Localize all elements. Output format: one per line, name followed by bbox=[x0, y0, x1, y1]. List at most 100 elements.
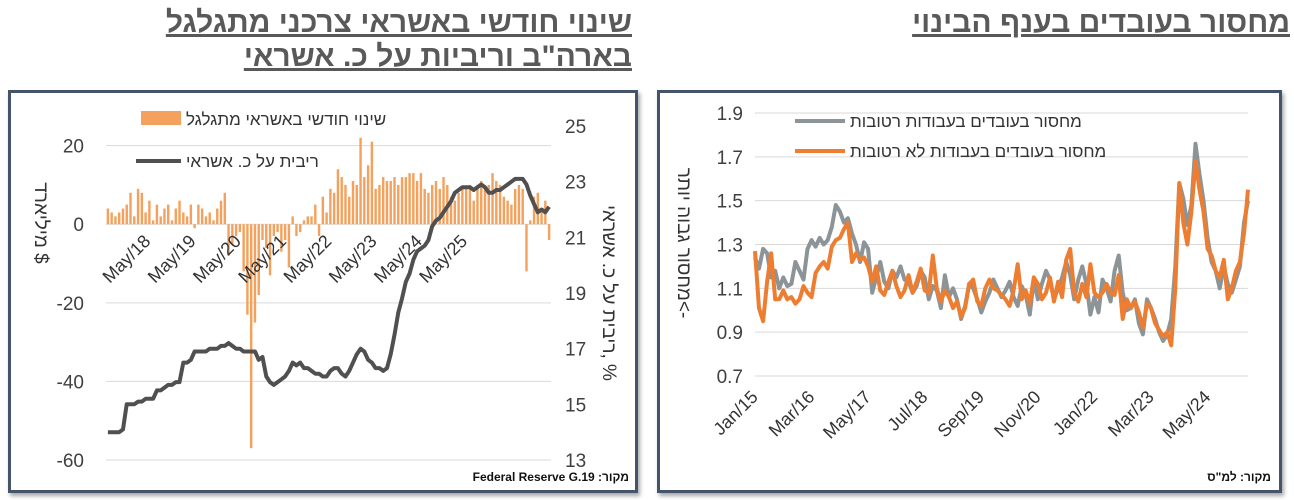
x-axis-tick-label: Sep/19 bbox=[934, 387, 988, 441]
credit-change-bar bbox=[325, 212, 328, 225]
credit-change-bar bbox=[114, 216, 117, 225]
credit-change-bar bbox=[547, 224, 551, 240]
credit-change-bar bbox=[491, 173, 494, 225]
credit-change-bar bbox=[529, 220, 532, 225]
credit-change-bar bbox=[370, 141, 374, 225]
credit-change-bar bbox=[397, 184, 400, 225]
source-federal-reserve: מקור: Federal Reserve G.19 bbox=[472, 470, 629, 484]
x-axis-tick-label: Mar/16 bbox=[765, 387, 819, 441]
credit-change-bar bbox=[457, 192, 460, 225]
y-axis-title: מחסור גבוה יותר<- bbox=[673, 168, 694, 319]
credit-change-bar bbox=[276, 224, 279, 233]
credit-change-bar bbox=[136, 188, 140, 225]
y-axis-tick-label: 1.9 bbox=[717, 104, 743, 125]
title-line-1: שינוי חודשי באשראי צרכני מתגלגל bbox=[165, 6, 632, 39]
credit-change-bar bbox=[378, 184, 381, 225]
left-axis-tick-label: -60 bbox=[57, 451, 84, 472]
legend-label-bars: שינוי חודשי באשראי מתגלגל bbox=[186, 110, 386, 129]
credit-change-bar bbox=[476, 184, 479, 225]
credit-change-bar bbox=[366, 165, 370, 225]
credit-change-bar bbox=[185, 216, 189, 225]
legend-swatch-bars bbox=[141, 111, 181, 125]
right-axis-tick-label: 25 bbox=[565, 117, 586, 138]
credit-change-bar bbox=[317, 224, 321, 237]
credit-change-bar bbox=[268, 224, 272, 276]
left-axis-tick-label: 0 bbox=[73, 215, 84, 236]
x-axis-tick-label: Jul/18 bbox=[883, 387, 931, 435]
credit-change-bar bbox=[453, 200, 457, 225]
credit-change-bar bbox=[498, 184, 502, 225]
credit-change-bar bbox=[336, 169, 340, 225]
chart-title-consumer-credit: שינוי חודשי באשראי צרכני מתגלגל בארה"ב ו… bbox=[20, 6, 632, 73]
credit-change-bar bbox=[193, 224, 196, 229]
y-axis-tick-label: 1.5 bbox=[717, 192, 743, 213]
chart-title-construction-shortage: מחסור בעובדים בענף הבינוי bbox=[912, 6, 1290, 39]
credit-chart: 200-20-40-6025232119171513May/18May/19Ma… bbox=[30, 110, 619, 472]
interest-rate-line bbox=[107, 176, 551, 435]
credit-change-bar bbox=[200, 208, 204, 225]
credit-change-bar bbox=[261, 224, 264, 240]
credit-change-bar bbox=[287, 224, 291, 268]
x-axis-tick-label: May/24 bbox=[1159, 387, 1215, 443]
x-axis-tick-label: May/23 bbox=[325, 231, 381, 287]
credit-change-bar bbox=[487, 184, 490, 225]
credit-change-bar bbox=[464, 188, 468, 225]
left-axis-tick-label: 20 bbox=[63, 137, 84, 158]
dry-works-shortage-line bbox=[753, 159, 1250, 348]
credit-change-bar bbox=[238, 224, 242, 233]
credit-change-bar bbox=[117, 212, 121, 225]
credit-change-bar bbox=[249, 224, 253, 449]
credit-change-bar bbox=[438, 188, 441, 225]
credit-change-bar bbox=[231, 224, 234, 244]
right-axis-title: ריבית על כ. אשראי, % bbox=[598, 205, 619, 381]
source-cbs: מקור: למ"ס bbox=[1207, 470, 1271, 484]
credit-change-bar bbox=[517, 184, 521, 225]
x-axis-tick-label: May/25 bbox=[415, 231, 471, 287]
x-axis-tick-label: Nov/20 bbox=[990, 387, 1044, 441]
credit-change-bar bbox=[291, 216, 294, 225]
credit-change-bar bbox=[178, 200, 181, 225]
credit-change-bar bbox=[227, 224, 230, 256]
credit-change-bar bbox=[140, 192, 144, 225]
credit-change-bar bbox=[208, 212, 211, 225]
credit-change-bar bbox=[167, 204, 170, 225]
credit-change-bar bbox=[295, 224, 298, 237]
x-axis-tick-label: Jan/15 bbox=[709, 387, 761, 439]
y-axis-tick-label: 1.3 bbox=[717, 236, 743, 257]
credit-change-bar bbox=[385, 181, 389, 225]
credit-change-bar bbox=[299, 224, 302, 233]
credit-change-bar bbox=[355, 184, 358, 225]
y-axis-tick-label: 1.1 bbox=[717, 279, 743, 300]
right-axis-tick-label: 15 bbox=[565, 395, 586, 416]
credit-change-bar bbox=[348, 196, 351, 225]
credit-change-bar bbox=[265, 224, 268, 248]
credit-change-bar bbox=[400, 177, 404, 225]
credit-change-bar bbox=[408, 173, 411, 225]
credit-change-bar bbox=[423, 188, 426, 225]
x-axis-tick-label: Jan/22 bbox=[1049, 387, 1101, 439]
credit-change-bar bbox=[321, 196, 325, 225]
credit-change-bar bbox=[182, 212, 185, 225]
credit-change-bar bbox=[219, 200, 223, 225]
right-axis-tick-label: 23 bbox=[565, 173, 586, 194]
credit-change-bar bbox=[242, 224, 245, 272]
credit-change-bar bbox=[480, 181, 483, 225]
credit-change-bar bbox=[212, 220, 215, 225]
title-line-2: בארה"ב וריביות על כ. אשראי bbox=[243, 39, 632, 73]
x-axis-tick-label: Mar/23 bbox=[1104, 387, 1158, 441]
credit-change-bar bbox=[344, 184, 347, 225]
credit-change-bar bbox=[283, 224, 287, 240]
credit-change-bar bbox=[472, 200, 475, 225]
right-axis-tick-label: 13 bbox=[565, 451, 586, 472]
credit-change-bar bbox=[329, 188, 332, 225]
credit-change-bar bbox=[170, 220, 174, 225]
credit-change-bar bbox=[253, 224, 257, 323]
credit-change-bar bbox=[310, 216, 313, 225]
credit-change-bar bbox=[449, 196, 453, 225]
credit-change-bar bbox=[106, 208, 110, 225]
credit-change-bar bbox=[415, 181, 419, 225]
right-axis-tick-label: 19 bbox=[565, 284, 586, 305]
credit-change-bar bbox=[204, 216, 208, 225]
legend-label-line: ריבית על כ. אשראי bbox=[186, 152, 319, 171]
credit-change-bar bbox=[133, 216, 136, 225]
